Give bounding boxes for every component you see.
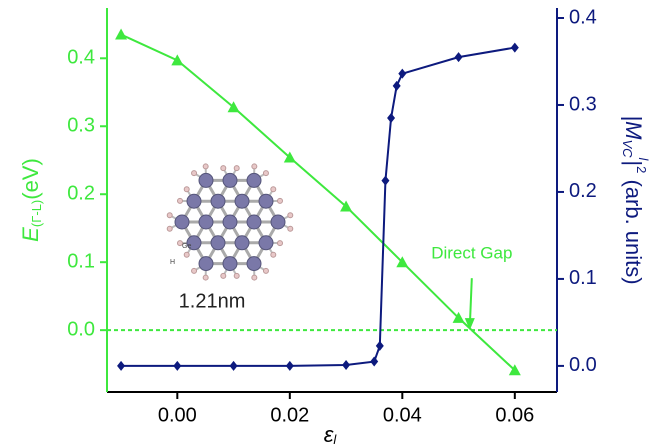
y2-label-sub: VC (620, 139, 635, 158)
marker (171, 54, 183, 65)
marker (342, 360, 350, 370)
atom (211, 194, 225, 208)
annotation: Direct Gap (431, 244, 512, 263)
atom (223, 173, 237, 187)
marker (398, 69, 406, 79)
marker (376, 341, 384, 351)
y-label-unit: (eV) (18, 158, 43, 200)
x-axis-label: εl (324, 422, 338, 448)
atom-label: H (170, 259, 175, 266)
atom (271, 215, 285, 229)
hydrogen (252, 275, 257, 280)
y2-label-unit: (arb. units) (621, 173, 646, 284)
hydrogen (192, 171, 197, 176)
hydrogen (192, 268, 197, 273)
hydrogen (263, 268, 268, 273)
atom (175, 215, 189, 229)
x-tick-label: 0.00 (158, 404, 197, 426)
y-label-main: E (18, 227, 43, 242)
marker (117, 361, 125, 371)
atom (199, 173, 213, 187)
hydrogen (234, 166, 239, 171)
atom (259, 236, 273, 250)
hydrogen (203, 275, 208, 280)
y2-label-main: |M (621, 115, 646, 140)
atom (259, 194, 273, 208)
marker (230, 361, 238, 371)
y2-tick-label: 0.3 (569, 93, 597, 115)
y-label-sub: (Γ-L) (29, 200, 44, 227)
atom (247, 257, 261, 271)
x-tick-label: 0.04 (383, 404, 422, 426)
y-tick-label: 0.2 (67, 183, 95, 205)
y-tick-label: 0.1 (67, 250, 95, 272)
y2-tick-label: 0.2 (569, 180, 597, 202)
inset-scale: 1.21nm (179, 290, 246, 312)
hydrogen (221, 166, 226, 171)
y2-label-sup2: 2 (634, 166, 649, 173)
hydrogen (271, 252, 276, 257)
marker (393, 81, 401, 91)
x-tick-label: 0.02 (270, 404, 309, 426)
chart: 1.21nm Ge H E(Γ-L)(eV) |MVCl|2 (arb. uni… (0, 0, 672, 448)
y-tick-label: 0.0 (67, 318, 95, 340)
hydrogen (184, 252, 189, 257)
marker (455, 52, 463, 62)
hydrogen (271, 187, 276, 192)
y2-tick-label: 0.4 (569, 6, 597, 28)
hydrogen (203, 164, 208, 169)
atom-label: Ge (182, 243, 191, 250)
y-tick-label: 0.4 (67, 47, 95, 69)
hydrogen (263, 171, 268, 176)
y2-tick-label: 0.1 (569, 267, 597, 289)
marker (370, 357, 378, 367)
atom (199, 215, 213, 229)
atom (199, 257, 213, 271)
x-tick-label: 0.06 (495, 404, 534, 426)
hydrogen (178, 198, 183, 203)
marker (381, 176, 389, 186)
y2-tick-label: 0.0 (569, 354, 597, 376)
hydrogen (221, 273, 226, 278)
y2-axis-label: |MVCl|2 (arb. units) (620, 115, 651, 284)
atom (247, 173, 261, 187)
hydrogen (277, 241, 282, 246)
hydrogen (167, 213, 172, 218)
atom (235, 236, 249, 250)
hydrogen (288, 226, 293, 231)
marker (387, 113, 395, 123)
hydrogen (167, 226, 172, 231)
hydrogen (288, 213, 293, 218)
hydrogen (252, 164, 257, 169)
hydrogen (184, 187, 189, 192)
atom (187, 194, 201, 208)
hydrogen (234, 273, 239, 278)
inset (167, 164, 293, 280)
marker (173, 361, 181, 371)
marker (286, 361, 294, 371)
marker (511, 43, 519, 53)
x-label-sub: l (333, 432, 337, 447)
atom (223, 257, 237, 271)
hydrogen (277, 198, 282, 203)
atom (223, 215, 237, 229)
marker (115, 29, 127, 40)
atom (235, 194, 249, 208)
y-tick-label: 0.3 (67, 115, 95, 137)
x-label-main: ε (324, 422, 334, 447)
atom (247, 215, 261, 229)
atom (211, 236, 225, 250)
y-axis-label: E(Γ-L)(eV) (18, 158, 45, 242)
